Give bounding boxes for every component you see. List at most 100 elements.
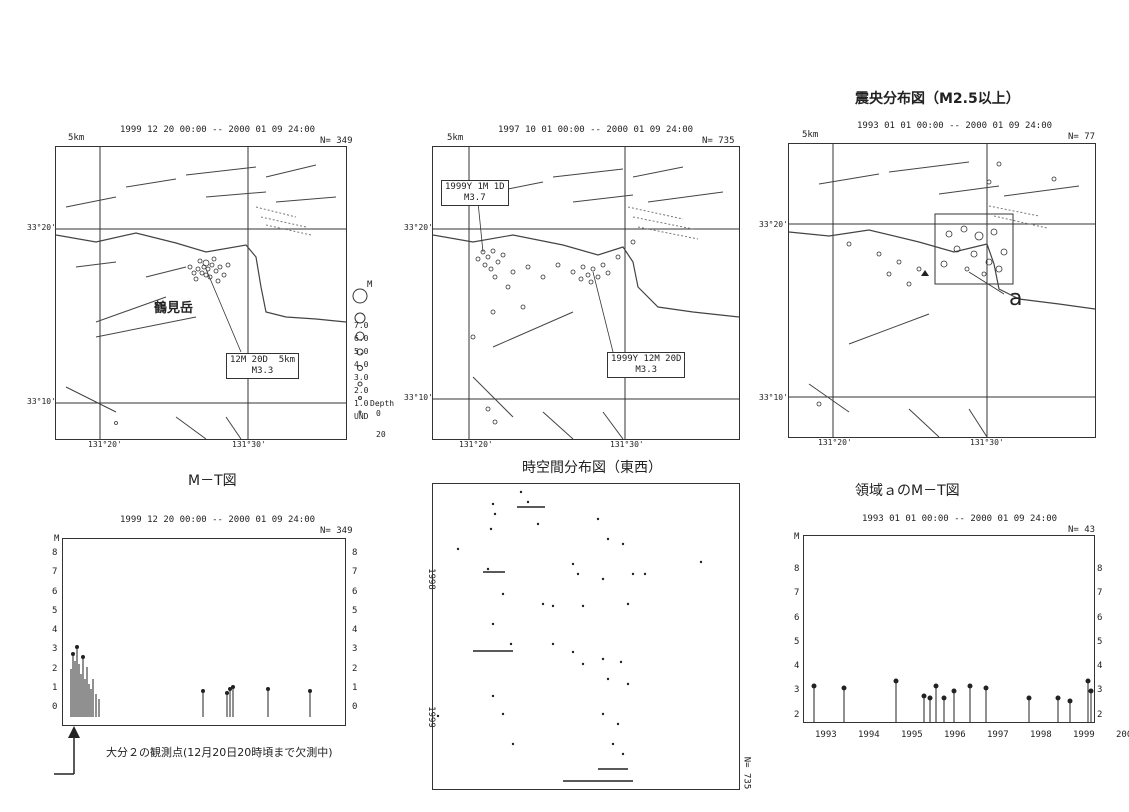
map1-header: 1999 12 20 00:00 -- 2000 01 09 24:00 [120, 125, 316, 135]
map1-scale: 5km [68, 133, 85, 143]
xtick: 2000 [1116, 730, 1129, 740]
map2-lon-left: 131°20' [459, 440, 493, 449]
xtick: 1994 [858, 730, 880, 740]
magnitude-legend: M 7.0 6.0 5.0 4.0 3.0 2.0 1.0 UND Depth … [350, 280, 395, 440]
mt-left-note: 大分２の観測点(12月20日20時頃まで欠測中) [106, 746, 333, 759]
mt-left-header: 1999 12 20 00:00 -- 2000 01 09 24:00 [120, 515, 316, 525]
ytick: 5 [352, 605, 358, 616]
map2-scale: 5km [447, 133, 464, 143]
place-label: 鶴見岳 [154, 301, 194, 316]
ytick: 3 [794, 685, 800, 696]
map1-callout: 12M 20D 5km M3.3 [226, 353, 300, 379]
map3-lon-right: 131°30' [970, 438, 1004, 447]
ytick: 0 [352, 702, 358, 713]
map3-count: N= 77 [1068, 132, 1096, 142]
map3-scale: 5km [802, 130, 819, 140]
arrow-marker [54, 726, 80, 775]
ytick: 7 [52, 567, 58, 578]
map3-drawing [789, 144, 1095, 437]
legend-circles [352, 288, 368, 414]
legend-depth-0: 0 [376, 409, 381, 418]
map2-header: 1997 10 01 00:00 -- 2000 01 09 24:00 [498, 125, 694, 135]
ytick: 8 [52, 548, 58, 558]
mt-left-chart [62, 538, 346, 726]
ytick: 7 [794, 588, 800, 599]
map2-count: N= 735 [702, 136, 735, 146]
ytick: 4 [794, 661, 800, 672]
xtick: 1999 [1073, 730, 1095, 740]
map1-lat-top: 33°20' [27, 223, 56, 232]
legend-item: 5.0 [354, 347, 369, 356]
ytick: 7 [1097, 588, 1103, 599]
space-time-year-a: 1998 [425, 568, 436, 590]
ytick: 8 [352, 548, 358, 558]
mt-right-axis: M [794, 532, 800, 542]
ytick: 6 [352, 586, 358, 597]
xtick: 1995 [901, 730, 923, 740]
mt-right-count: N= 43 [1068, 525, 1096, 535]
ytick: 3 [52, 644, 58, 655]
map3-lat-bottom: 33°10' [759, 393, 788, 402]
mt-left-count: N= 349 [320, 526, 353, 536]
ytick: 4 [52, 625, 58, 636]
ytick: 0 [52, 702, 58, 713]
ytick: 8 [1097, 564, 1103, 574]
ytick: 5 [794, 636, 800, 647]
map3-title: 震央分布図（M2.5以上） [855, 91, 1020, 107]
ytick: 1 [52, 683, 58, 694]
ytick: 5 [1097, 636, 1103, 647]
legend-m-label: M [367, 280, 373, 290]
xtick: 1996 [944, 730, 966, 740]
map1-lon-left: 131°20' [88, 440, 122, 449]
ytick: 6 [1097, 612, 1103, 623]
mt-right-chart [803, 535, 1095, 723]
map2-callout-b: 1999Y 12M 20D M3.3 [607, 352, 686, 378]
ytick: 7 [352, 567, 358, 578]
legend-item: 6.0 [354, 334, 369, 343]
legend-item: 7.0 [354, 321, 369, 330]
map2-lat-top: 33°20' [404, 223, 433, 232]
ytick: 4 [352, 625, 358, 636]
ytick: 6 [52, 586, 58, 597]
map3-epicenters [816, 161, 1057, 407]
map3-lat-top: 33°20' [759, 220, 788, 229]
mt-left-axis: M [54, 534, 60, 544]
mt-right-title: 領域ａのM－T図 [855, 483, 960, 499]
mt-right-bars [811, 678, 1094, 722]
legend-item: 2.0 [354, 386, 369, 395]
ytick: 3 [352, 644, 358, 655]
ytick: 1 [352, 683, 358, 694]
ytick: 2 [794, 709, 800, 720]
region-label: a [1009, 286, 1023, 311]
map1-drawing [56, 147, 346, 439]
mt-right-yticks-right: 8 7 6 5 4 3 2 [1097, 557, 1102, 727]
map3-lon-left: 131°20' [818, 438, 852, 447]
map2-epicenters [470, 239, 636, 425]
ytick: 2 [1097, 709, 1103, 720]
space-time-year-b: 1999 [425, 706, 436, 728]
xtick: 1993 [815, 730, 837, 740]
map1-lon-right: 131°30' [232, 440, 266, 449]
map3-header: 1993 01 01 00:00 -- 2000 01 09 24:00 [857, 121, 1053, 131]
map3: a [788, 143, 1096, 438]
legend-item: 1.0 [354, 399, 369, 408]
map2-callout-a: 1999Y 1M 1D M3.7 [441, 180, 509, 206]
ytick: 8 [794, 564, 800, 574]
legend-item: 3.0 [354, 373, 369, 382]
map2-drawing [433, 147, 739, 439]
ytick: 5 [52, 605, 58, 616]
map2-lon-right: 131°30' [610, 440, 644, 449]
space-time-count: N= 735 [741, 756, 752, 790]
mt-left-bars [70, 645, 312, 717]
map2: 1999Y 1M 1D M3.7 1999Y 12M 20D M3.3 [432, 146, 740, 440]
space-time-points [436, 490, 703, 782]
mt-right-yticks-left: 8 7 6 5 4 3 2 [794, 557, 799, 727]
legend-depth-20: 20 [376, 430, 386, 439]
map1-lat-bottom: 33°10' [27, 397, 56, 406]
triangle-icon [921, 270, 929, 276]
xtick: 1997 [987, 730, 1009, 740]
legend-item: 4.0 [354, 360, 369, 369]
up-arrow-icon [68, 726, 80, 738]
legend-values: 7.0 6.0 5.0 4.0 3.0 2.0 1.0 UND [354, 302, 368, 423]
ytick: 2 [52, 663, 58, 674]
